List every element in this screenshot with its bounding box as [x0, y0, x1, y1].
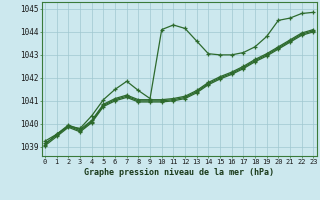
X-axis label: Graphe pression niveau de la mer (hPa): Graphe pression niveau de la mer (hPa)	[84, 168, 274, 177]
